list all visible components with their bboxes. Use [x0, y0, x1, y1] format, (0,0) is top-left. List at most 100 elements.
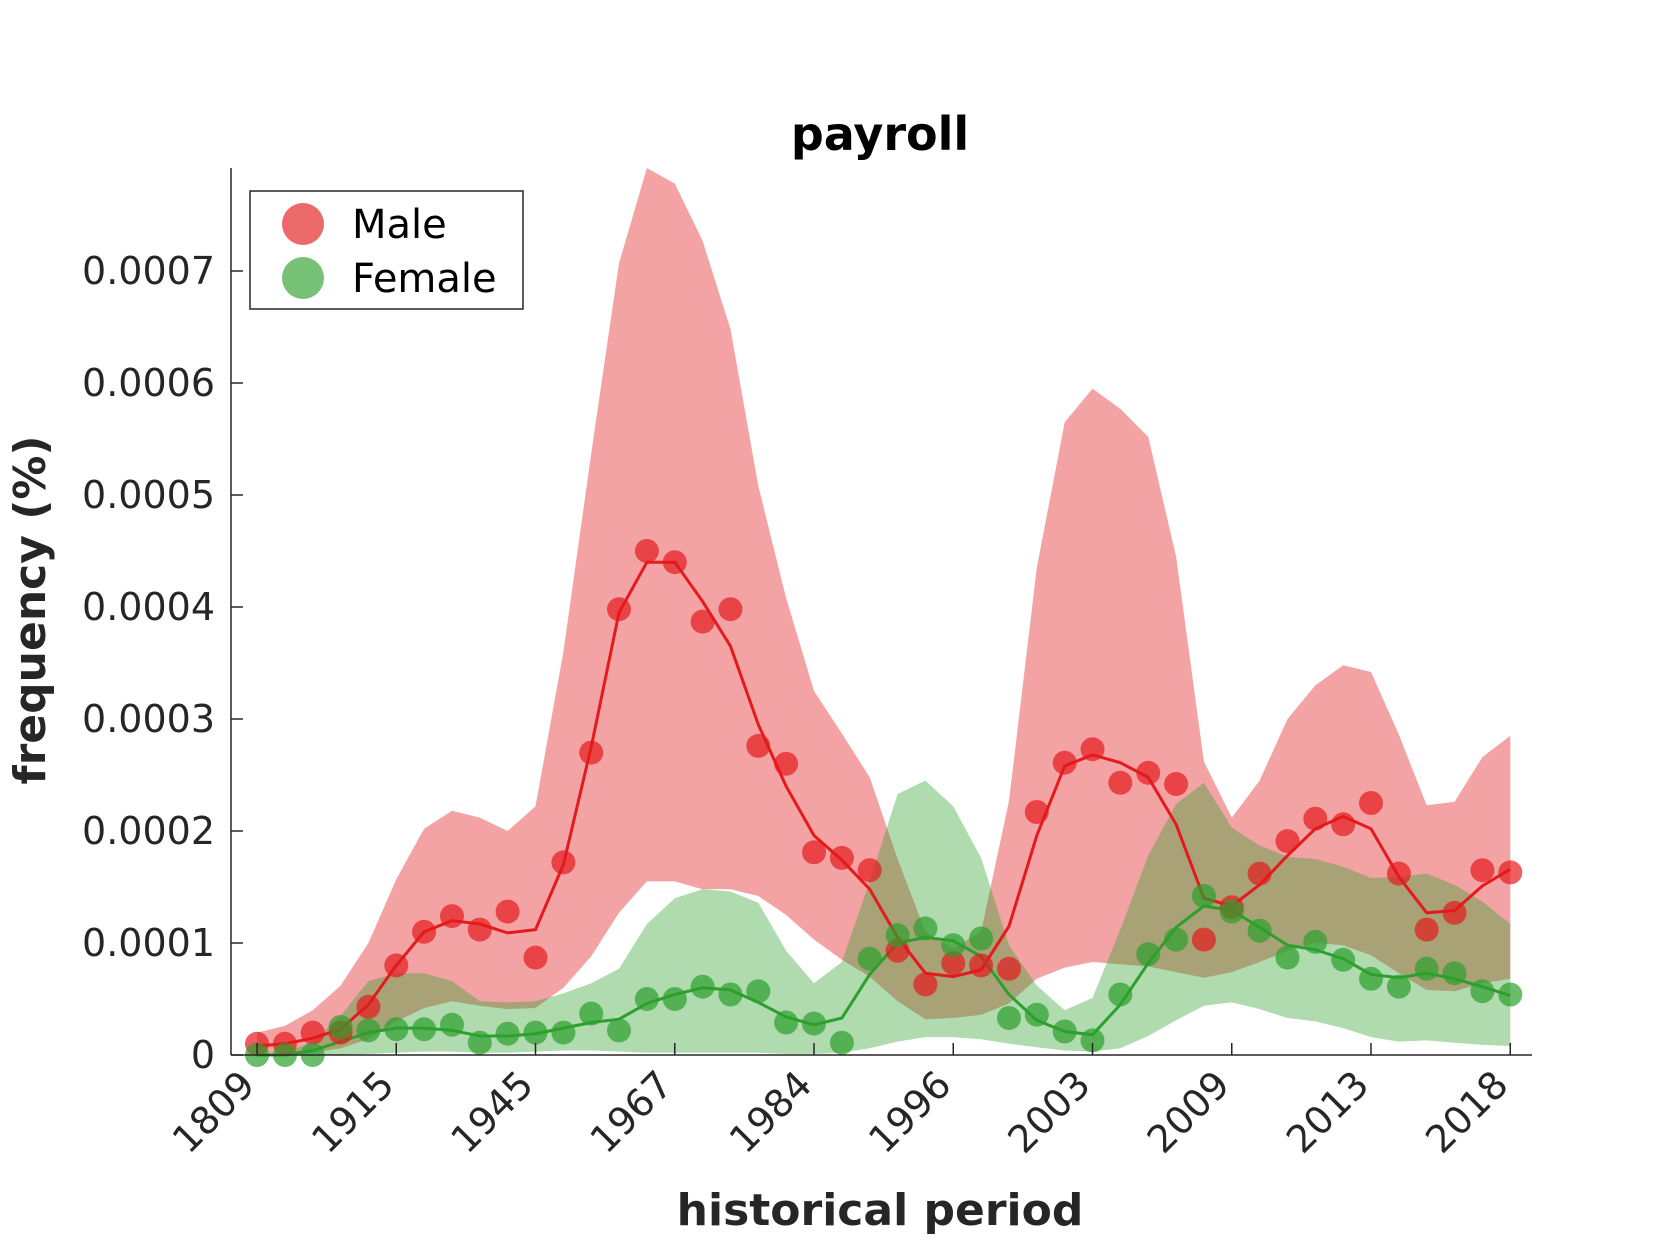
data-point-male	[523, 945, 548, 970]
data-point-female	[1108, 982, 1133, 1007]
confidence-band-female	[257, 780, 1511, 1055]
data-point-male	[412, 919, 437, 944]
data-point-female	[802, 1011, 826, 1036]
data-point-male	[467, 917, 492, 942]
y-tick-label: 0.0003	[82, 697, 215, 741]
y-axis-label: frequency (%)	[5, 435, 56, 784]
data-point-male	[579, 740, 604, 765]
data-point-female	[1359, 966, 1383, 991]
data-point-male	[1303, 806, 1328, 831]
data-point-male	[1498, 860, 1523, 885]
data-point-male	[857, 858, 882, 883]
chart-title: payroll	[791, 107, 969, 161]
data-point-female	[662, 987, 687, 1011]
data-point-female	[467, 1030, 492, 1055]
data-point-female	[412, 1017, 437, 1042]
data-point-male	[634, 539, 659, 563]
trend-line-male	[256, 560, 1512, 1048]
legend-marker-female	[282, 257, 324, 299]
y-tick-label: 0	[191, 1033, 215, 1077]
y-axis: 0 0.0001 0.0002 0.0003 0.0004 0.0005 0.0006 0.0…	[82, 168, 243, 1077]
x-tick-label: 1984	[721, 1062, 821, 1162]
data-point-male	[356, 994, 381, 1019]
data-point-female	[523, 1020, 548, 1045]
data-point-female	[328, 1015, 353, 1039]
data-point-female	[1164, 927, 1189, 952]
data-point-female	[634, 987, 659, 1011]
data-point-female	[1024, 1002, 1049, 1027]
data-point-female	[774, 1010, 799, 1035]
data-point-male	[1080, 737, 1105, 762]
data-point-male	[1414, 917, 1439, 942]
data-point-male	[662, 550, 687, 575]
data-point-male	[1136, 760, 1161, 785]
data-point-female	[1080, 1028, 1105, 1053]
trend-line-female	[257, 904, 1511, 1057]
data-point-male	[1108, 770, 1133, 795]
y-tick-label: 0.0002	[82, 809, 215, 853]
data-point-female	[579, 1001, 604, 1026]
data-point-female	[1191, 884, 1216, 908]
x-tick-label: 1809	[164, 1062, 264, 1162]
data-point-female	[1303, 929, 1328, 954]
data-point-female	[1136, 942, 1161, 967]
data-point-male	[829, 845, 854, 870]
data-point-male	[1470, 858, 1495, 883]
data-point-male	[969, 953, 994, 978]
x-tick-label: 1967	[582, 1062, 682, 1162]
data-point-female	[1442, 961, 1467, 986]
x-tick-label: 1945	[442, 1062, 542, 1162]
y-tick-label: 0.0007	[82, 249, 215, 293]
lines-layer	[256, 560, 1512, 1057]
data-point-female	[384, 1017, 409, 1042]
data-point-male	[607, 597, 631, 622]
data-point-female	[718, 982, 743, 1007]
data-point-female	[1331, 947, 1356, 972]
data-point-female	[885, 923, 910, 948]
y-tick-label: 0.0001	[82, 921, 215, 965]
x-axis: 1809 1915 1945 1967 1984 1996 2003 2009 2013 2018	[164, 1043, 1532, 1162]
data-point-male	[1052, 750, 1077, 775]
data-point-female	[356, 1018, 381, 1043]
data-point-male	[1164, 772, 1189, 796]
data-point-male	[690, 609, 715, 634]
data-point-male	[1442, 900, 1467, 925]
data-point-male	[1386, 861, 1411, 886]
data-point-female	[969, 926, 994, 951]
data-point-male	[1331, 812, 1356, 837]
y-tick-label: 0.0005	[82, 473, 215, 517]
x-tick-label: 2009	[1139, 1062, 1239, 1162]
data-point-female	[1470, 979, 1495, 1004]
data-point-male	[802, 840, 826, 865]
data-point-male	[941, 951, 966, 976]
y-tick-label: 0.0004	[82, 585, 215, 629]
x-tick-label: 2018	[1417, 1062, 1517, 1162]
data-point-female	[1219, 899, 1244, 924]
x-tick-label: 2003	[999, 1062, 1099, 1162]
data-point-female	[1386, 974, 1411, 999]
data-point-female	[997, 1006, 1021, 1030]
data-point-male	[1359, 791, 1383, 815]
data-point-male	[495, 899, 520, 924]
data-point-female	[495, 1021, 520, 1046]
data-point-male	[551, 850, 576, 875]
data-point-female	[1275, 945, 1300, 970]
data-point-male	[1275, 829, 1300, 854]
data-point-female	[829, 1030, 854, 1055]
data-point-male	[774, 751, 799, 776]
data-point-female	[857, 946, 882, 971]
data-point-female	[1414, 956, 1439, 981]
legend-label-female: Female	[352, 256, 497, 302]
data-point-male	[440, 904, 464, 929]
data-point-male	[718, 597, 743, 622]
data-point-male	[913, 972, 938, 997]
data-point-female	[941, 933, 966, 958]
data-point-male	[384, 953, 409, 978]
data-point-female	[1247, 918, 1272, 943]
legend-marker-male	[282, 203, 324, 245]
data-point-male	[746, 733, 771, 758]
x-tick-label: 1996	[860, 1062, 960, 1162]
data-point-female	[690, 974, 715, 999]
data-point-male	[1191, 927, 1216, 952]
points-layer	[245, 539, 1523, 1067]
